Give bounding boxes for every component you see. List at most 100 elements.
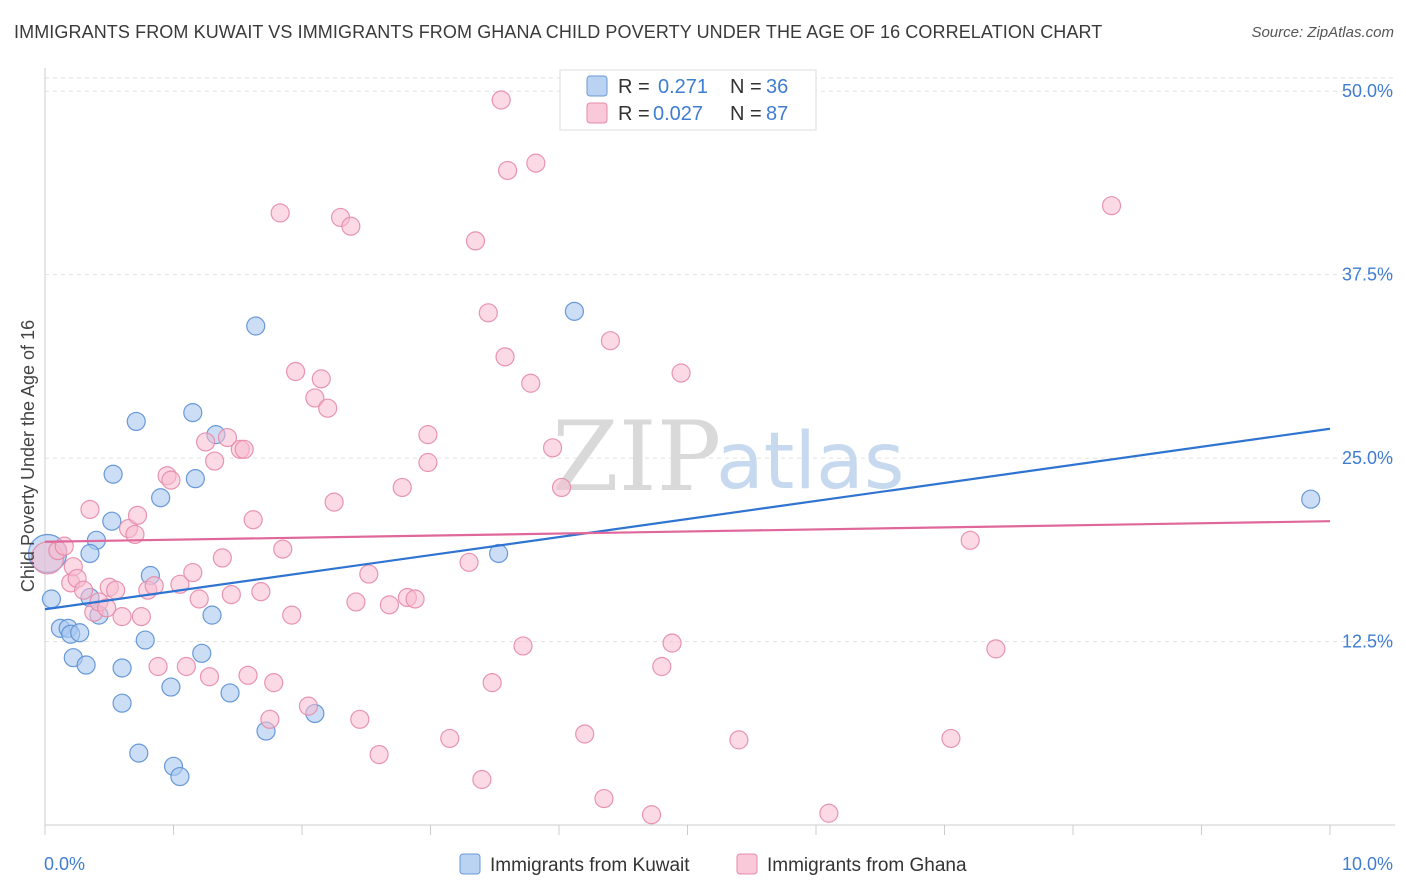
point-ghana-44: [298, 696, 319, 716]
point-kuwait-29: [246, 316, 266, 336]
point-ghana-22: [161, 470, 181, 490]
point-ghana-51: [346, 592, 366, 612]
point-ghana-34: [234, 439, 254, 459]
point-ghana-78: [641, 805, 662, 825]
legend-r-value-kuwait: 0.271: [658, 76, 708, 98]
point-ghana-52: [350, 709, 370, 729]
y-tick-label-2: 37.5%: [1342, 265, 1393, 285]
point-kuwait-9: [80, 543, 100, 564]
legend-r-label-ghana: R =: [618, 103, 650, 125]
point-ghana-54: [369, 744, 389, 765]
point-kuwait-11: [102, 511, 122, 531]
legend-n-value-ghana: 87: [766, 103, 788, 125]
series-legend: Immigrants from Kuwait Immigrants from G…: [459, 853, 967, 876]
point-ghana-25: [183, 562, 203, 583]
legend-label-kuwait: Immigrants from Kuwait: [490, 855, 690, 876]
legend-label-ghana: Immigrants from Ghana: [767, 855, 967, 876]
point-ghana-10: [97, 598, 117, 618]
point-ghana-35: [238, 665, 258, 685]
point-kuwait-19: [151, 488, 171, 508]
x-tick-label-start: 0.0%: [44, 854, 85, 874]
point-ghana-39: [264, 673, 284, 693]
point-kuwait-0: [41, 589, 62, 609]
point-ghana-12: [106, 580, 126, 600]
point-ghana-37: [251, 582, 271, 602]
point-ghana-56: [392, 477, 412, 498]
point-ghana-15: [125, 524, 145, 545]
point-kuwait-23: [183, 403, 203, 423]
point-ghana-47: [318, 398, 338, 418]
y-axis-label: Child Poverty Under the Age of 16: [18, 320, 38, 592]
x-tick-labels: 0.0% 10.0%: [44, 854, 1393, 874]
point-ghana-48: [324, 492, 344, 512]
point-ghana-31: [217, 427, 238, 448]
legend-r-label-kuwait: R =: [618, 76, 650, 98]
point-ghana-20: [148, 656, 168, 677]
point-ghana-27: [196, 432, 216, 452]
point-ghana-30: [212, 548, 232, 568]
point-ghana-38: [260, 709, 280, 729]
point-kuwait-16: [129, 743, 149, 763]
point-ghana-58: [405, 589, 425, 609]
point-ghana-65: [478, 303, 498, 323]
point-kuwait-13: [112, 658, 132, 678]
point-ghana-32: [221, 584, 241, 605]
point-ghana-29: [205, 451, 225, 471]
data-points: [27, 90, 1321, 825]
watermark: ZIP atlas: [552, 401, 905, 513]
point-ghana-55: [379, 595, 399, 615]
point-ghana-46: [311, 369, 331, 389]
point-ghana-24: [176, 656, 196, 677]
point-ghana-76: [594, 788, 614, 809]
point-kuwait-17: [135, 630, 155, 650]
point-ghana-66: [482, 673, 502, 693]
point-ghana-86: [986, 639, 1006, 659]
source-credit: Source: ZipAtlas.com: [1251, 24, 1394, 41]
point-kuwait-20: [161, 677, 181, 697]
legend-n-label-ghana: N =: [730, 103, 762, 125]
point-ghana-59: [418, 425, 438, 445]
point-ghana-13: [112, 607, 132, 627]
point-ghana-60: [418, 452, 438, 473]
point-ghana-26: [189, 589, 209, 609]
point-ghana-61: [440, 728, 460, 749]
point-ghana-70: [513, 636, 533, 656]
point-ghana-79: [652, 656, 672, 677]
point-kuwait-26: [202, 605, 222, 625]
point-kuwait-28: [220, 683, 240, 703]
point-ghana-67: [491, 90, 511, 110]
point-ghana-80: [662, 633, 682, 653]
point-kuwait-34: [1301, 489, 1321, 509]
point-ghana-50: [341, 216, 361, 236]
point-ghana-42: [285, 361, 306, 382]
y-tick-label-3: 50.0%: [1342, 81, 1393, 101]
y-tick-label-0: 12.5%: [1342, 632, 1393, 652]
point-ghana-71: [521, 373, 541, 393]
point-ghana-68: [495, 347, 515, 367]
trend-line-kuwait: [44, 427, 1331, 611]
point-ghana-84: [941, 728, 961, 749]
point-ghana-82: [729, 730, 749, 750]
gridlines: [45, 77, 1395, 643]
point-kuwait-14: [112, 693, 132, 713]
point-ghana-53: [359, 564, 379, 584]
point-ghana-17: [131, 607, 151, 627]
point-kuwait-4: [70, 623, 90, 643]
point-ghana-7: [80, 499, 100, 520]
legend-swatch-kuwait-bottom: [459, 853, 481, 875]
chart-title: IMMIGRANTS FROM KUWAIT VS IMMIGRANTS FRO…: [14, 22, 1103, 42]
point-ghana-62: [459, 552, 479, 572]
point-ghana-81: [671, 363, 691, 383]
point-ghana-63: [465, 231, 486, 251]
legend-n-value-kuwait: 36: [766, 76, 788, 98]
point-kuwait-22: [170, 766, 190, 787]
legend-swatch-ghana-bottom: [736, 853, 758, 875]
point-ghana-85: [960, 530, 980, 550]
point-ghana-28: [199, 667, 220, 687]
point-ghana-64: [472, 769, 492, 790]
axes: [44, 68, 1395, 835]
trend-lines: [44, 427, 1331, 611]
point-ghana-75: [575, 724, 595, 744]
point-ghana-73: [542, 438, 563, 458]
